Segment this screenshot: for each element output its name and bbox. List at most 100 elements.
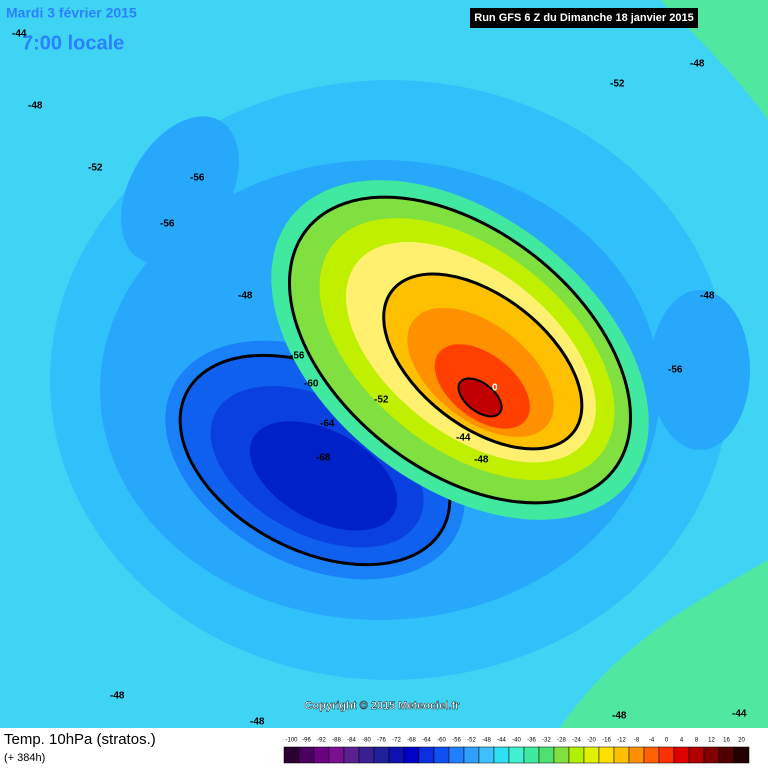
contour-label: -44 bbox=[456, 433, 471, 444]
contour-label: -52 bbox=[374, 395, 389, 406]
contour-label: -52 bbox=[610, 79, 625, 90]
colorbar-swatch bbox=[313, 746, 330, 764]
colorbar-label: -40 bbox=[512, 738, 521, 744]
contour-label: -52 bbox=[88, 163, 103, 174]
colorbar-label: -68 bbox=[407, 738, 416, 744]
colorbar-swatch bbox=[283, 746, 300, 764]
colorbar-swatch bbox=[418, 746, 435, 764]
colorbar-swatch bbox=[628, 746, 645, 764]
colorbar-swatch bbox=[523, 746, 540, 764]
contour-label: -56 bbox=[190, 173, 205, 184]
colorbar-swatch bbox=[643, 746, 660, 764]
time-label: 7:00 locale bbox=[22, 32, 124, 54]
date-label: Mardi 3 février 2015 bbox=[6, 5, 137, 21]
warm-anomaly bbox=[271, 180, 649, 520]
contour-label: -56 bbox=[668, 365, 683, 376]
contour-label: -44 bbox=[12, 29, 27, 40]
colorbar-label: -84 bbox=[347, 738, 356, 744]
field-title: Temp. 10hPa (stratos.) bbox=[4, 731, 156, 748]
colorbar-label: -64 bbox=[422, 738, 431, 744]
cold-vortex bbox=[165, 340, 465, 580]
colorbar: -100 -96 -92 -88 -84 -80 -76 -72 -68 -64 -60 -56 -52… bbox=[283, 738, 750, 764]
field-68 bbox=[249, 421, 398, 531]
contour-label: -48 bbox=[612, 711, 627, 722]
field-0 bbox=[457, 377, 503, 418]
colorbar-swatch bbox=[448, 746, 465, 764]
colorbar-swatch bbox=[343, 746, 360, 764]
contour-label: -68 bbox=[316, 453, 331, 464]
colorbar-label: 20 bbox=[738, 738, 745, 744]
colorbar-swatch bbox=[673, 746, 690, 764]
colorbar-swatch bbox=[703, 746, 720, 764]
colorbar-label: -76 bbox=[377, 738, 386, 744]
colorbar-label: -96 bbox=[302, 738, 311, 744]
run-box bbox=[470, 8, 698, 28]
colorbar-label: 16 bbox=[723, 738, 730, 744]
lead-time: (+ 384h) bbox=[4, 752, 45, 764]
colorbar-label: -4 bbox=[649, 738, 655, 744]
colorbar-swatch bbox=[733, 746, 750, 764]
colorbar-swatch bbox=[718, 746, 735, 764]
colorbar-swatch bbox=[433, 746, 450, 764]
contour-label: -48 bbox=[690, 59, 705, 70]
colorbar-label: -44 bbox=[497, 738, 506, 744]
colorbar-label: -8 bbox=[634, 738, 640, 744]
colorbar-swatch bbox=[598, 746, 615, 764]
run-label: Run GFS 6 Z du Dimanche 18 janvier 2015 bbox=[474, 12, 693, 24]
colorbar-label: -20 bbox=[587, 738, 596, 744]
colorbar-swatch bbox=[388, 746, 405, 764]
colorbar-label: -36 bbox=[527, 738, 536, 744]
contour-label: -48 bbox=[250, 717, 265, 728]
field-56 bbox=[650, 290, 750, 450]
colorbar-label: -48 bbox=[482, 738, 491, 744]
colorbar-swatch bbox=[688, 746, 705, 764]
field-green bbox=[560, 560, 768, 728]
contour-label: -56 bbox=[290, 351, 305, 362]
contour-label: -48 bbox=[700, 291, 715, 302]
colorbar-swatch bbox=[613, 746, 630, 764]
colorbar-swatch bbox=[508, 746, 525, 764]
colorbar-label: -52 bbox=[467, 738, 476, 744]
colorbar-swatch bbox=[493, 746, 510, 764]
colorbar-swatch bbox=[358, 746, 375, 764]
colorbar-swatch bbox=[583, 746, 600, 764]
colorbar-swatch bbox=[658, 746, 675, 764]
colorbar-label: 0 bbox=[665, 738, 669, 744]
colorbar-label: -56 bbox=[452, 738, 461, 744]
contour-label: -48 bbox=[110, 691, 125, 702]
colorbar-swatch bbox=[463, 746, 480, 764]
field-green bbox=[660, 0, 768, 120]
colorbar-swatch bbox=[373, 746, 390, 764]
colorbar-label: -72 bbox=[392, 738, 401, 744]
colorbar-label: -60 bbox=[437, 738, 446, 744]
colorbar-swatch bbox=[568, 746, 585, 764]
colorbar-label: -80 bbox=[362, 738, 371, 744]
contour-label: -48 bbox=[238, 291, 253, 302]
contour-label: -48 bbox=[28, 101, 43, 112]
colorbar-label: -28 bbox=[557, 738, 566, 744]
field-56 bbox=[121, 116, 239, 264]
contour-label: -64 bbox=[320, 419, 335, 430]
colorbar-label: -92 bbox=[317, 738, 326, 744]
colorbar-swatch bbox=[478, 746, 495, 764]
colorbar-label: 8 bbox=[695, 738, 699, 744]
colorbar-swatch bbox=[403, 746, 420, 764]
colorbar-label: 4 bbox=[680, 738, 684, 744]
colorbar-label: -88 bbox=[332, 738, 341, 744]
colorbar-label: 12 bbox=[708, 738, 715, 744]
colorbar-label: -100 bbox=[285, 738, 298, 744]
copyright: Copyright © 2015 Meteociel.fr bbox=[305, 700, 461, 712]
colorbar-label: -24 bbox=[572, 738, 581, 744]
contour-label: -60 bbox=[304, 379, 319, 390]
contour-label: -44 bbox=[732, 709, 747, 720]
colorbar-label: -16 bbox=[602, 738, 611, 744]
colorbar-swatch bbox=[328, 746, 345, 764]
colorbar-label: -32 bbox=[542, 738, 551, 744]
contour-label: -56 bbox=[160, 219, 175, 230]
colorbar-label: -12 bbox=[617, 738, 626, 744]
colorbar-swatch bbox=[298, 746, 315, 764]
contour-label: -48 bbox=[474, 455, 489, 466]
colorbar-swatch bbox=[553, 746, 570, 764]
